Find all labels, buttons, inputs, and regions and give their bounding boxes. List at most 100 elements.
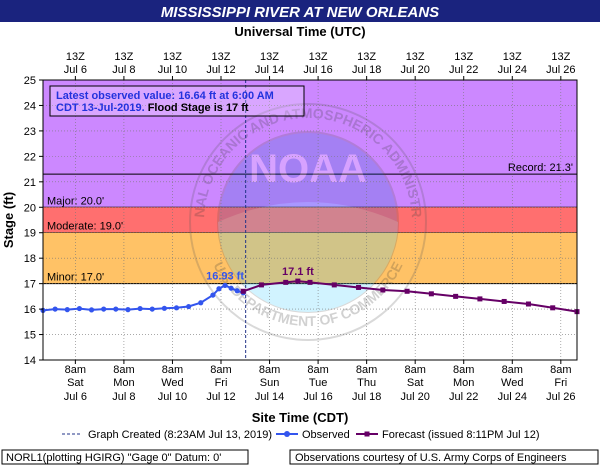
top-tick-time: 13Z <box>357 51 376 63</box>
forecast-line <box>242 280 578 313</box>
observed-point <box>76 305 83 312</box>
forecast-point <box>501 298 507 304</box>
y-axis-title: Stage (ft) <box>1 192 16 248</box>
observed-point <box>125 307 131 313</box>
y-tick-label: 20 <box>24 202 36 214</box>
legend-forecast-marker <box>364 431 370 437</box>
footer-left-box <box>1 449 249 465</box>
top-tick-date: Jul 22 <box>449 64 478 76</box>
y-tick-label: 18 <box>24 253 36 265</box>
top-tick-time: 13Z <box>114 51 133 63</box>
top-tick-time: 13Z <box>212 51 231 63</box>
x-tick-day: Wed <box>161 377 183 389</box>
x-tick-date: Jul 26 <box>546 391 575 403</box>
x-tick-date: Jul 14 <box>255 391 284 403</box>
legend-observed-marker <box>284 431 290 437</box>
y-tick-label: 21 <box>24 177 36 189</box>
x-tick-time: 8am <box>113 364 134 376</box>
observed-point <box>52 306 58 312</box>
top-tick-time: 13Z <box>309 51 328 63</box>
x-tick-time: 8am <box>162 364 183 376</box>
x-tick-day: Fri <box>215 377 228 389</box>
observed-point <box>88 307 95 313</box>
forecast-point <box>295 278 301 284</box>
flood-band-label-0: Major: 20.0' <box>47 195 104 207</box>
chart-title: MISSISSIPPI RIVER AT NEW ORLEANS <box>161 4 439 21</box>
observed-peak-label: 16.93 ft <box>206 270 244 282</box>
observed-point <box>186 303 192 310</box>
x-tick-day: Tue <box>309 377 328 389</box>
top-tick-time: 13Z <box>163 51 182 63</box>
x-tick-day: Fri <box>554 377 567 389</box>
x-tick-day: Sun <box>260 377 280 389</box>
legend: Graph Created (8:23AM Jul 13, 2019) Obse… <box>62 429 540 441</box>
footer-left-text: NORL1(plotting HGIRG) "Gage 0" Datum: 0' <box>6 452 221 464</box>
x-tick-time: 8am <box>404 364 425 376</box>
top-tick-time: 13Z <box>260 51 279 63</box>
x-tick-date: Jul 22 <box>449 391 478 403</box>
flood-band-1 <box>43 207 577 233</box>
observed-point <box>228 285 234 291</box>
forecast-point <box>331 282 337 288</box>
watermark-outer-ring <box>189 103 427 341</box>
y-tick-label: 19 <box>24 228 36 240</box>
x-tick-time: 8am <box>210 364 231 376</box>
normal-band <box>43 283 577 360</box>
top-tick-date: Jul 12 <box>206 64 235 76</box>
x-tick-date: Jul 16 <box>303 391 332 403</box>
plot-frame <box>42 79 578 361</box>
forecast-point <box>428 291 434 297</box>
forecast-point <box>258 282 264 288</box>
top-tick-time: 13Z <box>454 51 473 63</box>
top-tick-date: Jul 14 <box>255 64 284 76</box>
record-label: Record: 21.3' <box>508 162 573 174</box>
top-tick-date: Jul 26 <box>546 64 575 76</box>
x-tick-day: Mon <box>113 377 134 389</box>
y-tick-label: 25 <box>24 75 36 87</box>
x-tick-time: 8am <box>550 364 571 376</box>
y-tick-label: 22 <box>24 151 36 163</box>
x-tick-date: Jul 6 <box>64 391 87 403</box>
flood-band-label-1: Moderate: 19.0' <box>47 221 123 233</box>
observed-point <box>137 305 143 312</box>
forecast-point <box>477 296 483 302</box>
top-tick-date: Jul 18 <box>352 64 381 76</box>
y-tick-label: 24 <box>24 100 36 112</box>
forecast-point <box>240 288 246 294</box>
top-axis-title: Universal Time (UTC) <box>234 24 365 39</box>
watermark-inner-disc <box>217 131 399 313</box>
footer-right-box <box>289 449 599 465</box>
watermark-logo-text: NOAA <box>249 147 367 191</box>
forecast-point <box>550 305 556 311</box>
x-tick-day: Sat <box>67 377 84 389</box>
forecast-point <box>404 288 410 294</box>
top-tick-time: 13Z <box>66 51 85 63</box>
svg-text:CDT 13-Jul-2019. Flood Stage i: CDT 13-Jul-2019. Flood Stage is 17 ft <box>56 102 249 114</box>
x-tick-day: Wed <box>501 377 523 389</box>
legend-observed-label: Observed <box>302 429 350 441</box>
y-tick-label: 17 <box>24 279 36 291</box>
x-tick-date: Jul 18 <box>352 391 381 403</box>
observed-point <box>222 282 228 289</box>
top-tick-date: Jul 16 <box>303 64 332 76</box>
top-tick-date: Jul 6 <box>64 64 87 76</box>
x-tick-time: 8am <box>259 364 280 376</box>
top-tick-time: 13Z <box>406 51 425 63</box>
x-tick-time: 8am <box>356 364 377 376</box>
forecast-peak-label: 17.1 ft <box>282 266 314 278</box>
legend-graph-created-label: Graph Created (8:23AM Jul 13, 2019) <box>88 429 272 441</box>
top-tick-date: Jul 20 <box>401 64 430 76</box>
x-tick-time: 8am <box>65 364 86 376</box>
observed-point <box>149 306 155 312</box>
footer-right-text: Observations courtesy of U.S. Army Corps… <box>295 452 567 464</box>
top-tick-time: 13Z <box>503 51 522 63</box>
observed-point <box>210 292 216 298</box>
y-tick-label: 16 <box>24 304 36 316</box>
forecast-point <box>283 279 289 285</box>
observed-point <box>101 306 107 312</box>
x-tick-day: Sat <box>407 377 424 389</box>
top-tick-time: 13Z <box>551 51 570 63</box>
x-tick-time: 8am <box>453 364 474 376</box>
